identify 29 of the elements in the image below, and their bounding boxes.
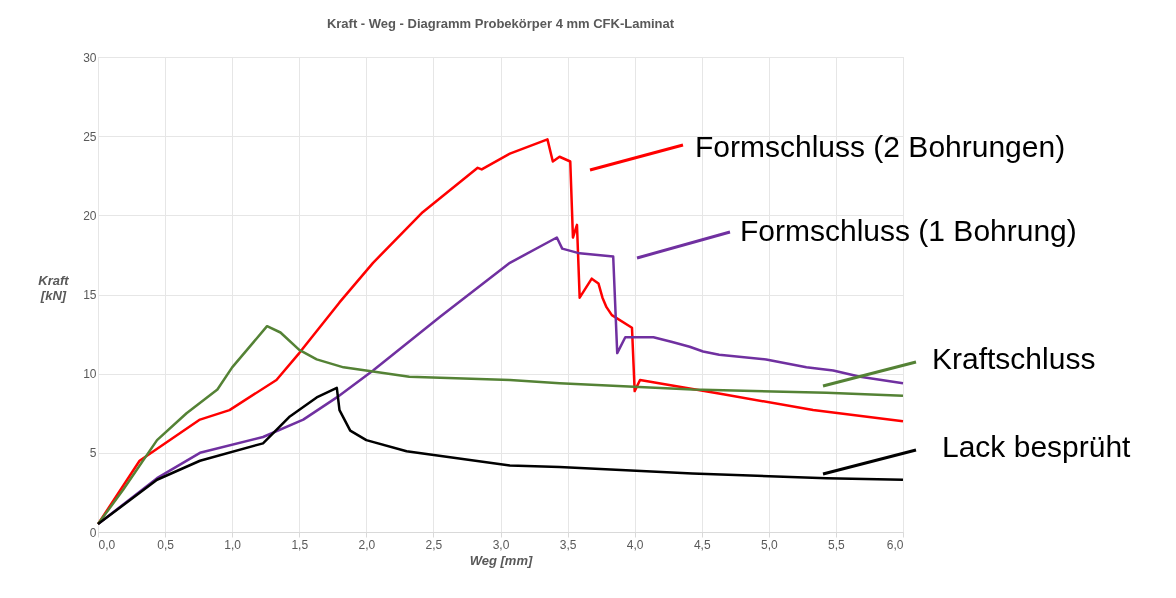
y-tick-label: 20: [83, 208, 97, 223]
y-tick-label: 25: [83, 129, 97, 144]
x-tick-label: 4,0: [626, 537, 644, 552]
legend-label: Formschluss (1 Bohrung): [740, 214, 1077, 247]
y-tick-label: 15: [83, 288, 97, 302]
x-tick-label: 1,5: [291, 537, 309, 552]
y-axis-title: Kraft [kN]: [38, 272, 70, 303]
x-tick-label: 3,5: [559, 537, 577, 552]
x-tick-label: 1,0: [224, 537, 242, 552]
x-tick-label: 4,5: [693, 537, 711, 552]
y-tick-label: 5: [89, 446, 97, 461]
x-tick-label: 0,5: [157, 537, 175, 552]
x-tick-label: 5,5: [828, 537, 846, 552]
x-tick-label: 5,0: [760, 537, 778, 552]
y-tick-label: 0: [89, 525, 97, 540]
y-tick-label: 30: [83, 50, 97, 65]
x-tick-label: 0,0: [98, 537, 116, 552]
line-series: [96, 324, 905, 526]
legend-label: Kraftschluss: [932, 342, 1096, 375]
y-tick-label: 10: [83, 367, 97, 382]
line-series: [96, 386, 905, 526]
x-tick-label: 6,0: [886, 537, 904, 552]
legend-label: Lack besprüht: [942, 430, 1132, 463]
chart-title: Kraft - Weg - Diagramm Probekörper 4 mm CFK-Laminat: [326, 16, 675, 31]
x-axis-title: Weg [mm]: [469, 552, 533, 568]
x-tick-label: 3,0: [492, 537, 510, 552]
x-tick-label: 2,0: [358, 537, 376, 552]
legend-label: Formschluss (2 Bohrungen): [695, 130, 1066, 163]
x-tick-label: 2,5: [425, 537, 443, 552]
